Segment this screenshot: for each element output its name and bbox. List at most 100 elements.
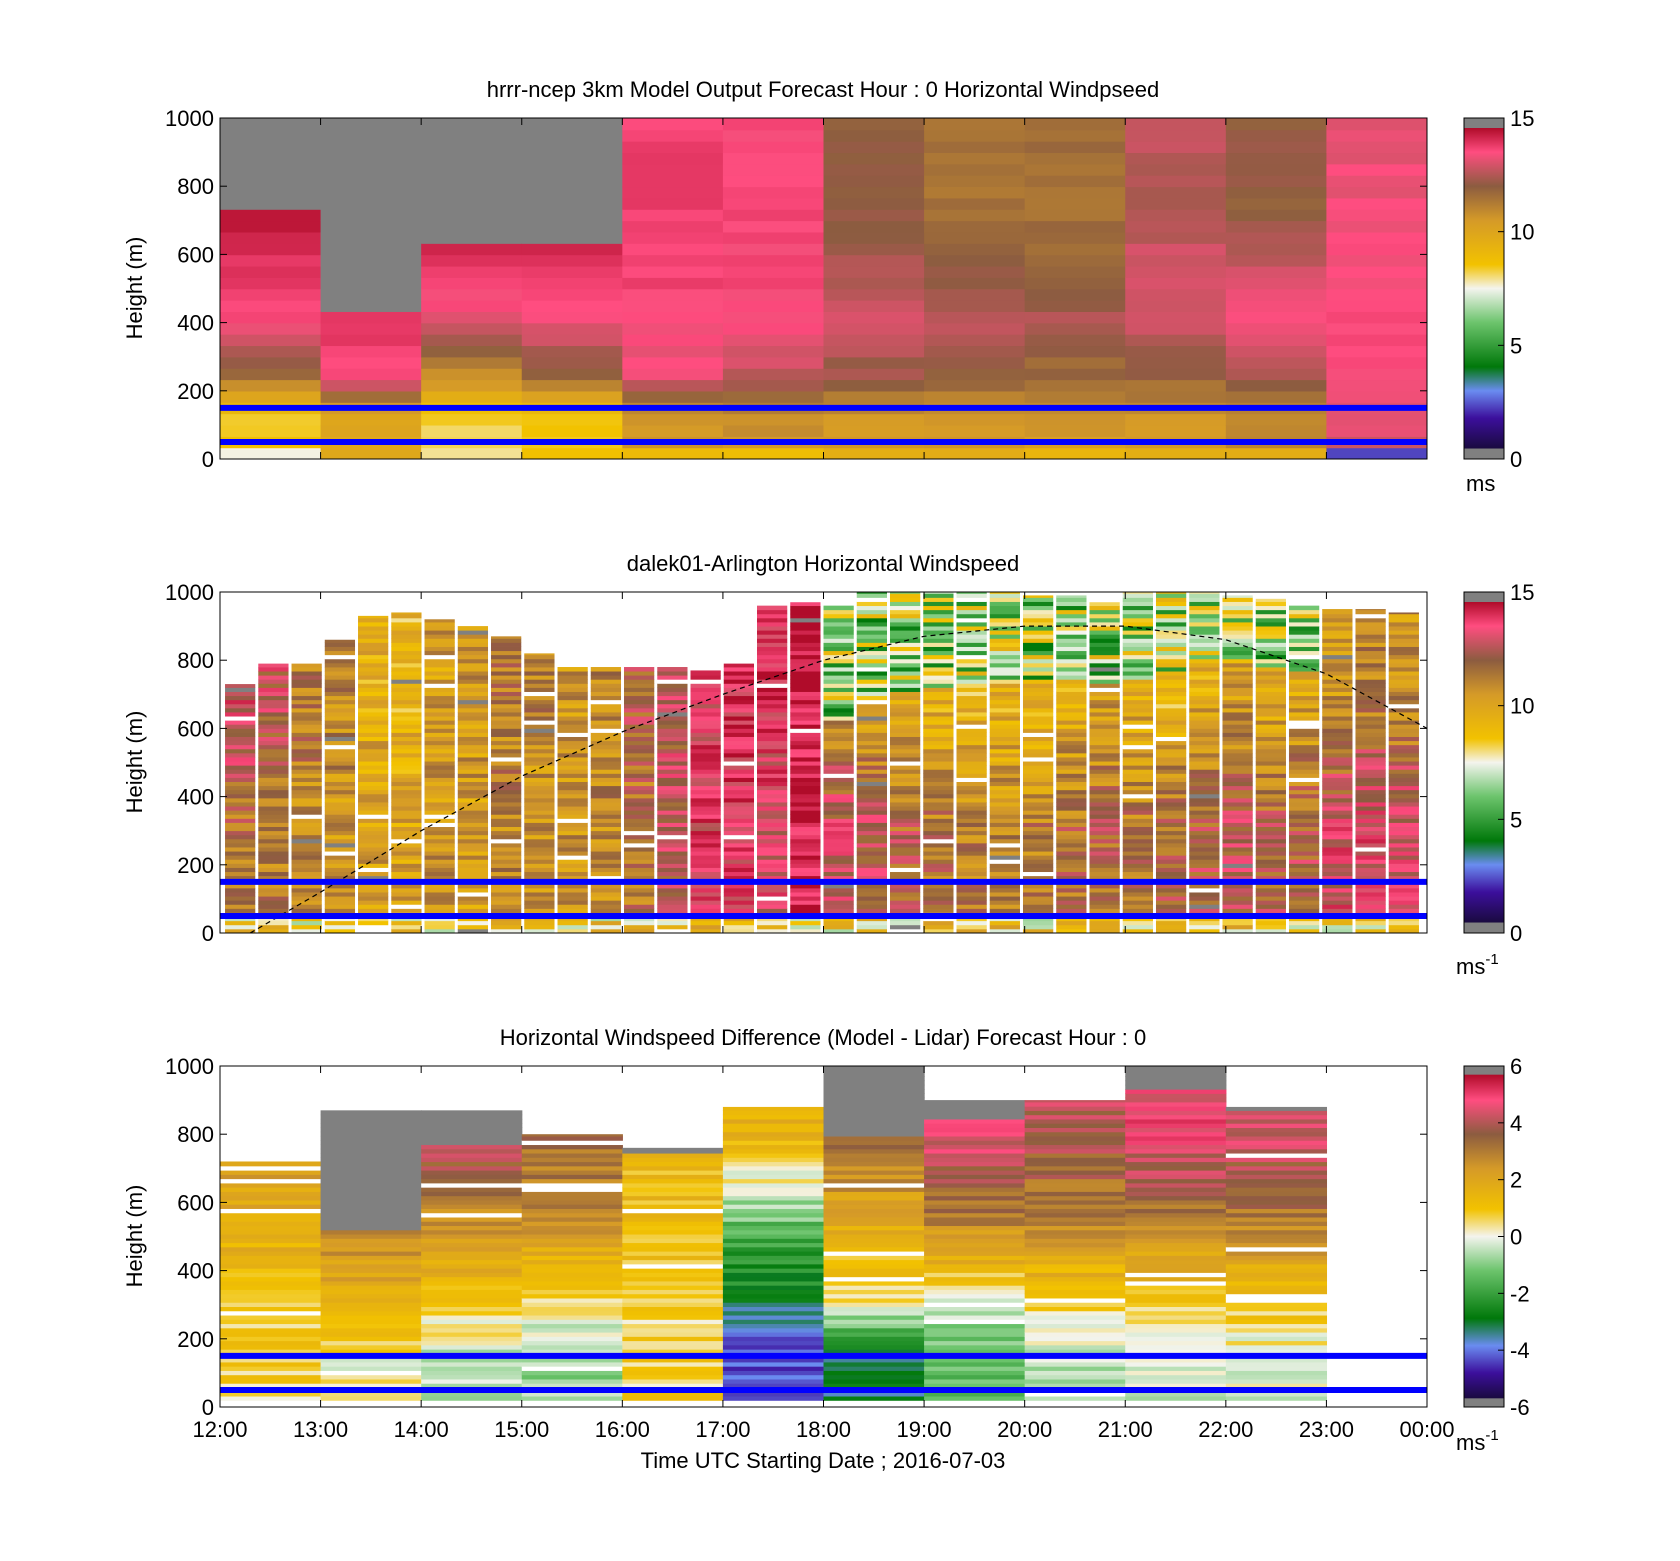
lidar-cell bbox=[358, 765, 389, 770]
lidar-cell bbox=[291, 773, 322, 778]
difference-cell bbox=[421, 1293, 523, 1299]
difference-cell bbox=[924, 1297, 1026, 1303]
lidar-cell bbox=[690, 773, 721, 778]
lidar-cell bbox=[524, 875, 555, 881]
difference-cell bbox=[320, 1331, 422, 1337]
lidar-cell bbox=[624, 761, 655, 766]
difference-cell bbox=[521, 1161, 623, 1167]
lidar-cell bbox=[956, 622, 987, 627]
lidar-cell bbox=[889, 834, 921, 840]
difference-cell bbox=[1225, 1246, 1328, 1252]
lidar-cell bbox=[923, 769, 954, 774]
panel-lidar-x-ticks bbox=[219, 592, 1428, 933]
lidar-cell bbox=[856, 863, 887, 868]
lidar-cell bbox=[1255, 744, 1286, 750]
model-cell bbox=[421, 277, 523, 290]
lidar-cell bbox=[1388, 691, 1419, 697]
model-cell bbox=[1326, 152, 1427, 165]
model-cell bbox=[1024, 311, 1126, 324]
lidar-cell bbox=[790, 732, 821, 737]
lidar-cell bbox=[624, 863, 655, 868]
difference-cell bbox=[1125, 1344, 1227, 1350]
lidar-cell bbox=[989, 646, 1020, 652]
panel-lidar-colorbar-unit: ms-1 bbox=[1456, 951, 1499, 979]
lidar-cell bbox=[324, 699, 356, 705]
lidar-cell bbox=[1222, 679, 1253, 684]
difference-cell bbox=[823, 1076, 925, 1082]
lidar-cell bbox=[391, 838, 422, 844]
lidar-cell bbox=[424, 863, 455, 868]
lidar-cell bbox=[524, 822, 555, 828]
lidar-cell bbox=[1322, 683, 1353, 688]
model-cell bbox=[320, 356, 422, 369]
lidar-cell bbox=[291, 720, 322, 725]
lidar-cell bbox=[723, 806, 755, 811]
lidar-cell bbox=[524, 769, 555, 774]
difference-cell bbox=[1125, 1157, 1227, 1163]
lidar-cell bbox=[258, 691, 289, 697]
lidar-cell bbox=[1022, 695, 1054, 701]
lidar-cell bbox=[723, 855, 755, 860]
lidar-cell bbox=[258, 724, 289, 729]
lidar-cell bbox=[1322, 662, 1353, 668]
lidar-cell bbox=[1155, 769, 1187, 774]
lidar-cell bbox=[590, 851, 622, 856]
lidar-cell bbox=[823, 924, 854, 930]
lidar-cell bbox=[823, 822, 854, 828]
lidar-cell bbox=[258, 928, 289, 933]
difference-cell bbox=[421, 1383, 523, 1388]
lidar-cell bbox=[1355, 617, 1386, 623]
difference-cell bbox=[924, 1366, 1026, 1371]
lidar-cell bbox=[1222, 671, 1253, 676]
model-cell bbox=[320, 152, 422, 165]
difference-cell bbox=[823, 1246, 925, 1252]
lidar-cell bbox=[1022, 777, 1054, 782]
difference-cell bbox=[823, 1314, 925, 1320]
lidar-cell bbox=[889, 667, 921, 672]
difference-cell bbox=[823, 1233, 925, 1239]
difference-cell bbox=[1125, 1118, 1227, 1124]
lidar-cell bbox=[889, 679, 921, 684]
lidar-cell bbox=[1322, 667, 1353, 672]
difference-cell bbox=[320, 1221, 422, 1227]
lidar-cell bbox=[956, 662, 987, 668]
lidar-cell bbox=[557, 830, 588, 836]
lidar-cell bbox=[956, 847, 987, 852]
model-cell bbox=[1225, 141, 1328, 154]
lidar-cell bbox=[424, 724, 455, 729]
model-cell bbox=[722, 209, 825, 222]
model-cell bbox=[1125, 288, 1227, 301]
model-cell bbox=[1125, 220, 1227, 233]
difference-cell bbox=[1125, 1374, 1227, 1380]
difference-cell bbox=[924, 1221, 1026, 1227]
lidar-cell bbox=[1189, 622, 1220, 627]
lidar-cell bbox=[1322, 875, 1353, 881]
lidar-cell bbox=[1355, 691, 1386, 697]
lidar-cell bbox=[258, 802, 289, 807]
lidar-cell bbox=[1288, 679, 1320, 684]
lidar-cell bbox=[757, 908, 788, 913]
lidar-cell bbox=[956, 789, 987, 795]
lidar-cell bbox=[1022, 928, 1054, 933]
lidar-cell bbox=[790, 630, 821, 635]
difference-cell bbox=[220, 1293, 322, 1299]
lidar-cell bbox=[790, 842, 821, 848]
lidar-cell bbox=[989, 712, 1020, 717]
lidar-cell bbox=[956, 793, 987, 799]
lidar-cell bbox=[690, 777, 721, 782]
lidar-cell bbox=[1288, 662, 1320, 668]
lidar-cell bbox=[1155, 904, 1187, 909]
lidar-cell bbox=[889, 797, 921, 803]
lidar-cell bbox=[1355, 609, 1386, 611]
lidar-cell bbox=[1388, 920, 1419, 926]
lidar-cell bbox=[391, 622, 422, 627]
model-cell bbox=[924, 186, 1026, 199]
difference-cell bbox=[320, 1123, 422, 1128]
lidar-cell bbox=[1388, 654, 1419, 660]
lidar-cell bbox=[956, 806, 987, 811]
model-cell bbox=[421, 231, 523, 244]
lidar-cell bbox=[424, 851, 455, 856]
lidar-cell bbox=[856, 712, 887, 717]
difference-cell bbox=[521, 1395, 623, 1401]
lidar-cell bbox=[1355, 773, 1386, 778]
